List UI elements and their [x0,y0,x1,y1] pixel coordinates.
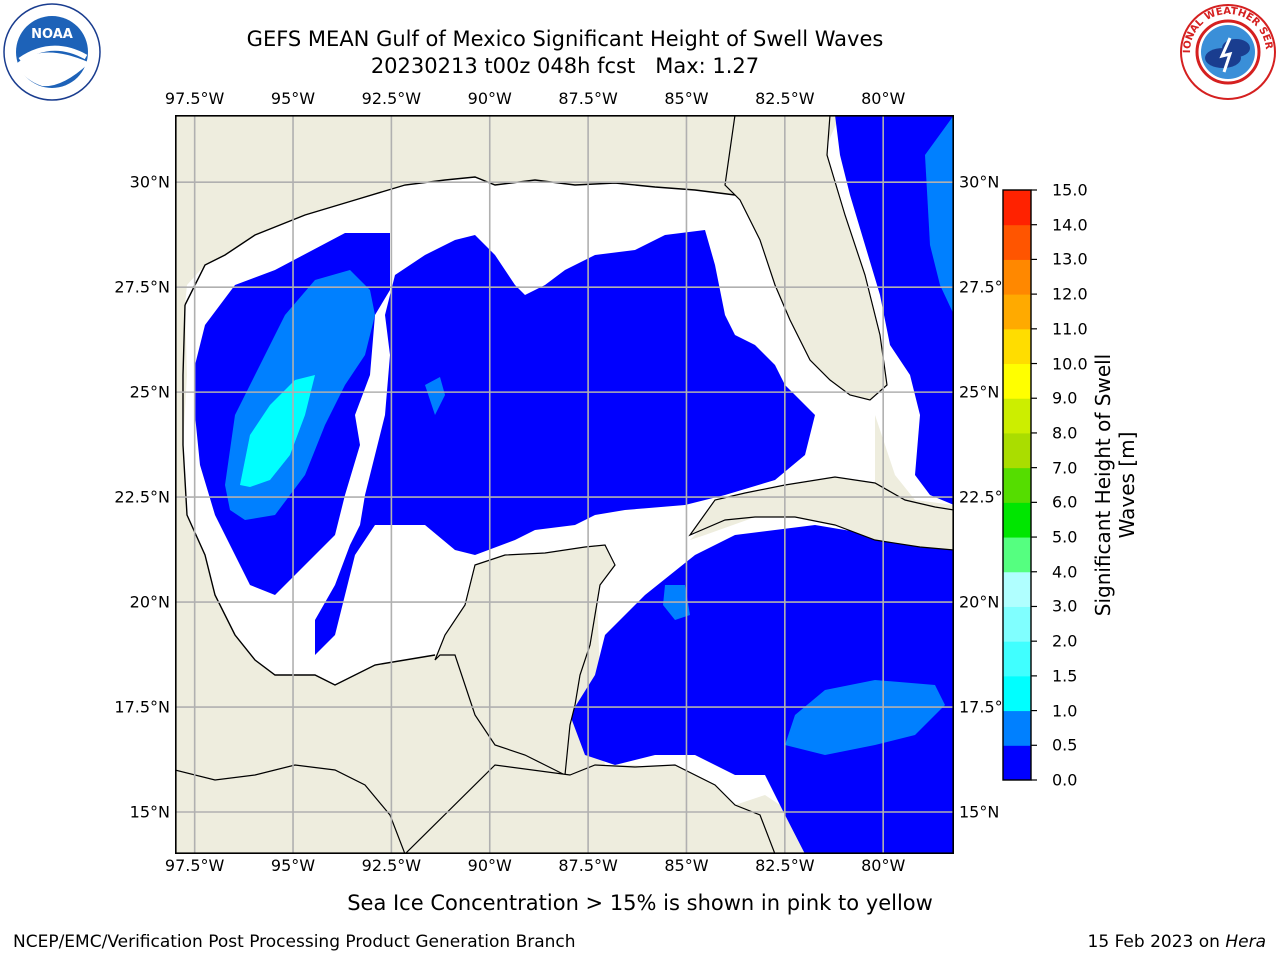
colorbar-frame [1002,189,1032,781]
lat-tick-right: 27.5°N [959,277,1015,297]
lon-tick-top: 85°W [664,89,709,108]
colorbar-band [1003,571,1031,607]
lon-tick-bottom: 92.5°W [361,856,422,875]
lat-tick-right: 30°N [959,172,1000,192]
colorbar-band [1003,745,1031,781]
colorbar-band [1003,398,1031,434]
footer-date-text: 15 Feb 2023 on [1087,932,1226,952]
lat-tick-left: 30°N [129,172,170,192]
map-frame [175,115,954,854]
colorbar-band [1003,641,1031,677]
colorbar-tick-label: 4.0 [1052,562,1078,582]
colorbar-band [1003,675,1031,712]
lon-tick-bottom: 90°W [467,856,512,875]
colorbar-tick-label: 13.0 [1052,249,1088,269]
lon-tick-bottom: 80°W [861,856,906,875]
map-subtitle: 20230213 t00z 048h fcst Max: 1.27 [370,54,760,78]
lat-tick-left: 25°N [129,382,170,402]
colorbar-band [1003,502,1031,538]
north-gulf-coast [184,176,736,306]
colorbar-tick-label: 10.0 [1052,354,1088,374]
colorbar-tick-label: 1.0 [1052,701,1078,721]
noaa-logo-text: NOAA [31,27,73,42]
lon-tick-bottom: 95°W [270,856,316,875]
colorbar-label-line1: Significant Height of Swell [1091,353,1115,617]
lat-tick-left: 15°N [129,802,170,822]
lon-tick-top: 82.5°W [755,89,815,108]
colorbar-band [1003,432,1031,469]
lon-tick-top: 87.5°W [558,89,618,108]
colorbar-tick-label: 12.0 [1052,284,1088,304]
lon-tick-top: 80°W [861,89,906,108]
colorbar-tick-label: 7.0 [1052,458,1078,478]
lon-tick-bottom: 97.5°W [164,856,225,875]
map-title: GEFS MEAN Gulf of Mexico Significant Hei… [246,27,884,51]
west-gulf-coast [182,304,436,686]
colorbar-tick-label: 3.0 [1052,596,1078,616]
lon-tick-top: 97.5°W [164,89,225,108]
colorbar-label: Significant Height of Swell Waves [m] [1091,354,1139,616]
colorbar-band [1003,606,1031,642]
footer-date: 15 Feb 2023 on Hera [1088,932,1266,952]
lon-tick-bottom: 82.5°W [755,856,815,875]
sea-ice-note: Sea Ice Concentration > 15% is shown in … [347,891,933,915]
colorbar-tick-label: 14.0 [1052,215,1088,235]
lat-tick-left: 22.5°N [114,487,170,507]
florida-land [724,115,888,401]
lon-tick-top: 95°W [270,89,316,108]
nws-logo: NATIONAL WEATHER SERVICE [1178,2,1276,100]
colorbar-tick-label: 15.0 [1052,180,1088,200]
colorbar-label-line2: Waves [m] [1115,431,1139,539]
colorbar-tick-label: 9.0 [1052,388,1078,408]
colorbar [1002,189,1037,781]
colorbar-tick-label: 11.0 [1052,319,1088,339]
colorbar-band [1003,363,1031,399]
colorbar-band [1003,710,1031,746]
colorbar-tick-label: 0.5 [1052,735,1078,755]
lat-tick-left: 27.5°N [114,277,170,297]
lat-tick-right: 22.5°N [959,487,1015,507]
colorbar-tick-label: 5.0 [1052,527,1078,547]
colorbar-band [1003,224,1031,260]
lat-tick-left: 17.5°N [114,697,170,717]
colorbar-band [1003,328,1031,365]
lon-tick-top: 90°W [467,89,512,108]
footer-machine: Hera [1225,932,1266,952]
lon-tick-bottom: 87.5°W [558,856,618,875]
footer-branch: NCEP/EMC/Verification Post Processing Pr… [13,932,576,952]
colorbar-tick-label: 2.0 [1052,631,1078,651]
noaa-logo: NOAA [3,3,101,101]
colorbar-band [1003,259,1031,295]
colorbar-band [1003,294,1031,330]
lon-tick-bottom: 85°W [664,856,709,875]
lat-tick-left: 20°N [129,592,170,612]
central-america-land [175,764,776,854]
colorbar-tick-label: 8.0 [1052,423,1078,443]
lat-tick-right: 17.5°N [959,697,1015,717]
cuba-land [688,476,954,551]
map-panel [175,115,954,854]
lat-tick-right: 15°N [959,802,1000,822]
colorbar-band [1003,467,1031,503]
lat-tick-right: 20°N [959,592,1000,612]
map-gridlines [175,115,954,854]
colorbar-tick-label: 6.0 [1052,492,1078,512]
swell-band-1.0-1.5 [240,375,315,487]
colorbar-band [1003,537,1031,573]
lon-tick-top: 92.5°W [361,89,422,108]
colorbar-band [1003,190,1031,226]
lat-tick-right: 25°N [959,382,1000,402]
colorbar-tick-label: 1.5 [1052,666,1078,686]
colorbar-tick-label: 0.0 [1052,770,1078,790]
